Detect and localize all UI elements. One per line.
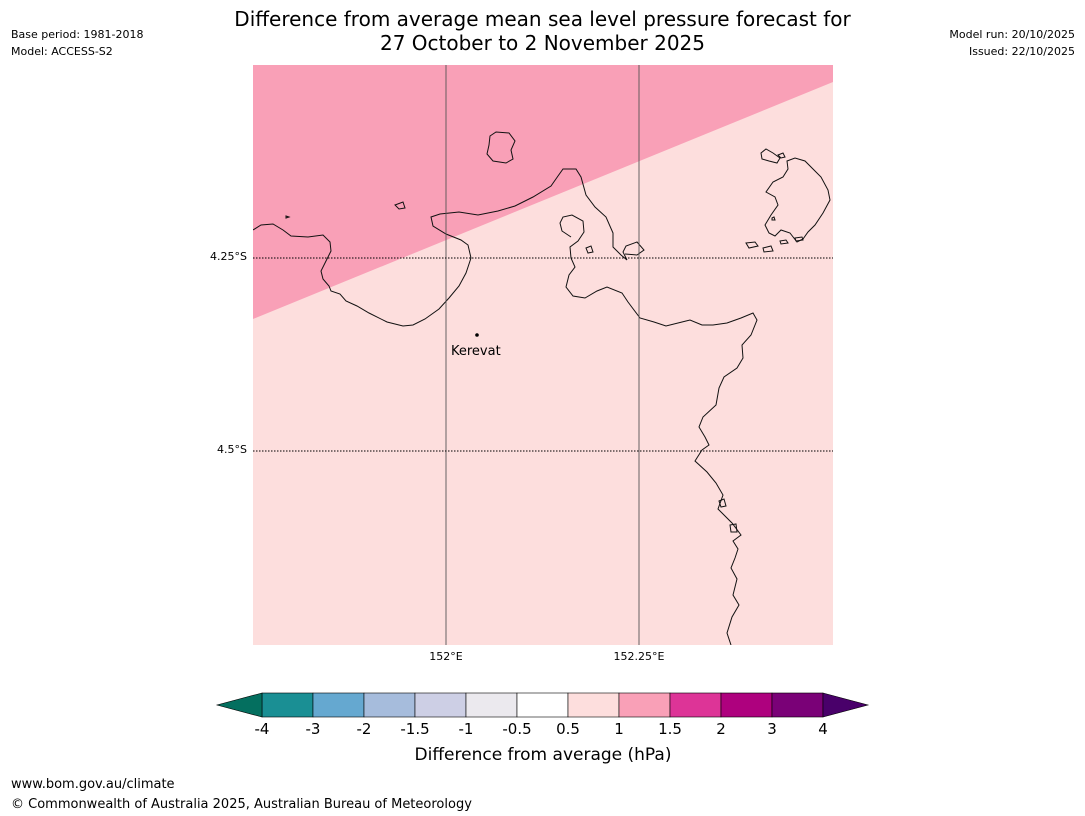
colorbar-segment — [312, 692, 365, 718]
colorbar-tick-label: 1.5 — [658, 720, 682, 738]
colorbar-segment — [771, 692, 824, 718]
colorbar-tick-label: -1 — [458, 720, 474, 738]
colorbar-segment — [618, 692, 671, 718]
lon-label-152: 152°E — [429, 650, 463, 663]
colorbar-tick-label: -2 — [356, 720, 372, 738]
meta-left: Base period: 1981-2018 Model: ACCESS-S2 — [11, 26, 143, 60]
colorbar-segment — [567, 692, 620, 718]
colorbar-tick-label: 4 — [818, 720, 828, 738]
coastline — [253, 131, 831, 645]
model-run-text: Model run: 20/10/2025 — [949, 28, 1075, 41]
title-line-1: Difference from average mean sea level p… — [234, 7, 851, 31]
kerevat-marker — [475, 333, 479, 337]
colorbar-over-arrow — [822, 692, 870, 718]
colorbar-tick-label: -0.5 — [502, 720, 532, 738]
colorbar-segment — [720, 692, 773, 718]
footer-copyright: © Commonwealth of Australia 2025, Austra… — [11, 797, 472, 812]
colorbar-tick-label: 0.5 — [556, 720, 580, 738]
base-period-text: Base period: 1981-2018 — [11, 28, 144, 41]
colorbar-tick-label: 1 — [614, 720, 624, 738]
colorbar-under-arrow — [215, 692, 263, 718]
footer: www.bom.gov.au/climate © Commonwealth of… — [11, 775, 472, 815]
colorbar-segment — [414, 692, 467, 718]
footer-url: www.bom.gov.au/climate — [11, 777, 175, 792]
model-text: Model: ACCESS-S2 — [11, 45, 113, 58]
colorbar-tick-label: -3 — [305, 720, 321, 738]
colorbar-tick-label: 3 — [767, 720, 777, 738]
colorbar-title: Difference from average (hPa) — [414, 745, 672, 765]
colorbar — [215, 692, 870, 718]
chart-title: Difference from average mean sea level p… — [0, 7, 1085, 55]
map-panel: Kerevat — [253, 65, 833, 645]
lat-label-4-25: 4.25°S — [210, 250, 247, 263]
colorbar-segment — [261, 692, 314, 718]
lat-label-4-5: 4.5°S — [217, 443, 247, 456]
meta-right: Model run: 20/10/2025 Issued: 22/10/2025 — [949, 26, 1075, 60]
colorbar-segment — [363, 692, 416, 718]
colorbar-tick-label: -1.5 — [400, 720, 430, 738]
issued-text: Issued: 22/10/2025 — [968, 45, 1075, 58]
colorbar-segment — [516, 692, 569, 718]
anomaly-region-1-to-1-5 — [253, 65, 833, 319]
colorbar-tick-label: 2 — [716, 720, 726, 738]
colorbar-segment — [465, 692, 518, 718]
title-line-2: 27 October to 2 November 2025 — [379, 31, 706, 55]
colorbar-segment — [669, 692, 722, 718]
lon-label-152-25: 152.25°E — [613, 650, 665, 663]
colorbar-tick-label: -4 — [254, 720, 270, 738]
kerevat-label: Kerevat — [451, 344, 501, 359]
